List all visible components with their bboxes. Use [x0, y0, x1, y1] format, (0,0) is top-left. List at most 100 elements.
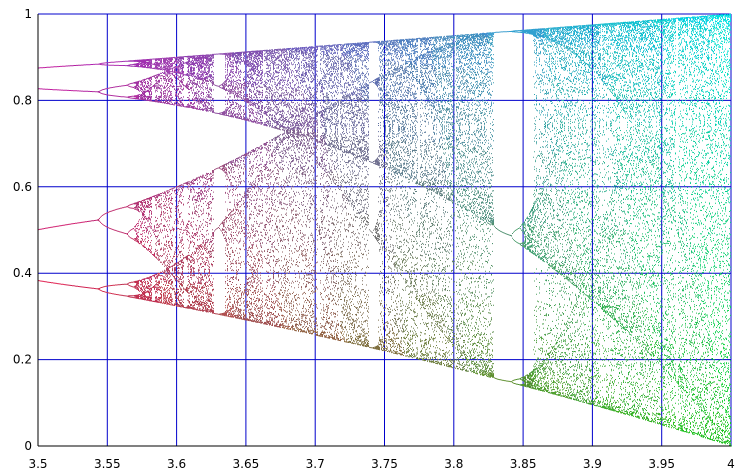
point-group: [379, 60, 418, 104]
point-group: [667, 375, 722, 413]
point-group: [649, 340, 665, 375]
y-tick-label: 0.2: [13, 353, 32, 367]
point-group: [314, 250, 338, 291]
point-group: [224, 162, 273, 207]
point-group: [405, 62, 439, 106]
point-group: [674, 128, 715, 167]
point-group: [376, 39, 404, 64]
point-group: [543, 301, 586, 338]
point-group: [439, 105, 491, 149]
point-group: [270, 127, 328, 173]
point-group: [691, 58, 723, 97]
point-group: [268, 140, 279, 168]
point-group: [466, 71, 494, 111]
point-group: [709, 13, 731, 29]
point-group: [614, 124, 660, 163]
point-group: [488, 35, 494, 74]
point-group: [261, 247, 277, 288]
point-group: [629, 51, 666, 92]
point-group: [660, 18, 676, 23]
point-group: [387, 163, 394, 178]
point-group: [155, 197, 204, 243]
point-group: [556, 117, 605, 158]
point-group: [133, 197, 156, 238]
point-group: [425, 256, 458, 296]
point-group: [660, 54, 697, 95]
point-group: [340, 321, 344, 330]
x-tick-label: 3.6: [167, 457, 186, 471]
point-group: [708, 131, 731, 167]
point-group: [93, 83, 139, 100]
point-group: [282, 167, 331, 211]
point-group: [534, 263, 580, 303]
point-group: [564, 373, 596, 407]
point-group: [643, 307, 654, 341]
point-group: [354, 212, 395, 255]
point-group: [569, 219, 571, 228]
point-group: [533, 40, 548, 79]
point-group: [529, 372, 571, 400]
point-group: [96, 284, 121, 296]
point-group: [544, 42, 582, 83]
point-group: [422, 103, 443, 143]
x-tick-label: 3.85: [510, 457, 537, 471]
point-group: [320, 44, 347, 58]
point-group: [460, 296, 494, 335]
point-group: [624, 410, 663, 426]
x-tick-label: 3.65: [233, 457, 260, 471]
point-group: [208, 79, 264, 126]
point-group: [332, 211, 366, 253]
x-tick-label: 3.75: [371, 457, 398, 471]
point-group: [383, 138, 446, 182]
point-group: [639, 268, 699, 307]
point-group: [701, 307, 710, 341]
point-group: [118, 280, 159, 303]
point-group: [560, 155, 615, 194]
point-group: [564, 24, 600, 50]
point-group: [387, 176, 408, 217]
y-tick-labels: 0 0.2 0.4 0.6 0.8 1: [13, 7, 32, 453]
point-group: [551, 152, 564, 192]
y-tick-label: 0.6: [13, 180, 32, 194]
point-group: [330, 290, 340, 313]
y-tick-label: 0: [24, 439, 32, 453]
axes: [37, 14, 731, 447]
point-group: [513, 228, 525, 248]
point-group: [340, 173, 391, 216]
point-group: [702, 307, 731, 343]
point-group: [38, 221, 87, 231]
point-group: [672, 198, 689, 235]
point-group: [244, 204, 275, 248]
point-group: [38, 280, 65, 286]
point-group: [271, 167, 297, 209]
point-group: [564, 192, 568, 213]
point-group: [650, 126, 676, 164]
x-tick-label: 4: [727, 457, 735, 471]
point-group: [286, 45, 320, 53]
point-group: [488, 31, 510, 37]
point-group: [477, 259, 494, 298]
point-group: [534, 300, 553, 337]
y-tick-label: 0.8: [13, 93, 32, 107]
point-group: [573, 227, 635, 268]
point-group: [273, 207, 312, 250]
point-group: [156, 281, 180, 307]
point-group: [341, 41, 376, 60]
point-group: [336, 251, 382, 293]
point-group: [446, 181, 461, 219]
point-group: [228, 141, 269, 169]
point-group: [618, 158, 671, 199]
point-group: [338, 290, 393, 332]
point-group: [188, 201, 215, 245]
point-group: [131, 76, 152, 102]
x-tick-label: 3.55: [94, 457, 121, 471]
point-group: [450, 220, 475, 259]
point-group: [697, 270, 731, 308]
point-group: [449, 333, 469, 372]
point-group: [570, 227, 582, 266]
point-group: [286, 49, 324, 93]
point-group: [544, 26, 571, 46]
point-group: [379, 254, 399, 293]
point-group: [616, 410, 624, 415]
point-group: [411, 217, 454, 258]
